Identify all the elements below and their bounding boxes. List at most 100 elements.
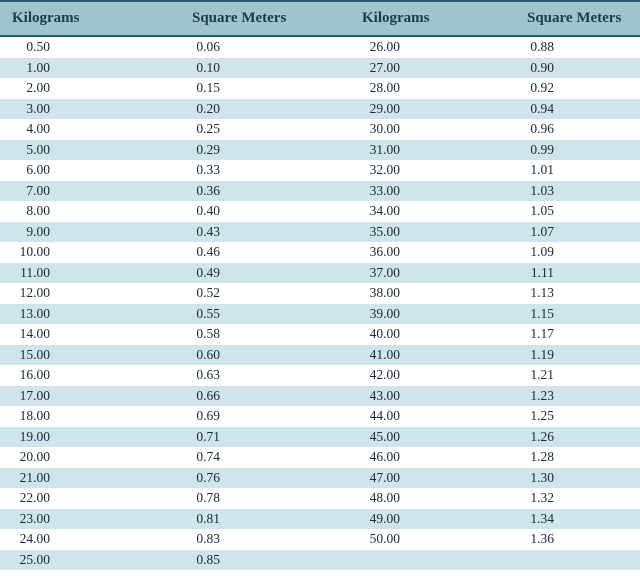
header-square-meters-1: Square Meters (180, 10, 350, 27)
table-row: 12.000.5238.001.13 (0, 283, 640, 304)
cell-square-meters-1: 0.36 (180, 183, 350, 199)
cell-square-meters-1: 0.46 (180, 244, 350, 260)
cell-square-meters-1: 0.58 (180, 326, 350, 342)
cell-square-meters-2: 1.07 (515, 224, 640, 240)
cell-square-meters-2: 1.30 (515, 470, 640, 486)
header-kilograms-2: Kilograms (350, 10, 515, 27)
cell-square-meters-1: 0.25 (180, 121, 350, 137)
cell-kilograms-1: 16.00 (0, 367, 180, 383)
cell-kilograms-1: 23.00 (0, 511, 180, 527)
cell-kilograms-2: 44.00 (350, 408, 515, 424)
cell-kilograms-2: 46.00 (350, 449, 515, 465)
cell-kilograms-1: 19.00 (0, 429, 180, 445)
cell-kilograms-2: 34.00 (350, 203, 515, 219)
cell-square-meters-1: 0.81 (180, 511, 350, 527)
table-row: 18.000.6944.001.25 (0, 406, 640, 427)
cell-kilograms-1: 20.00 (0, 449, 180, 465)
cell-kilograms-2: 36.00 (350, 244, 515, 260)
table-row: 17.000.6643.001.23 (0, 386, 640, 407)
cell-kilograms-1: 8.00 (0, 203, 180, 219)
cell-square-meters-1: 0.74 (180, 449, 350, 465)
table-row: 5.000.2931.000.99 (0, 140, 640, 161)
cell-kilograms-1: 9.00 (0, 224, 180, 240)
cell-kilograms-1: 10.00 (0, 244, 180, 260)
table-row: 4.000.2530.000.96 (0, 119, 640, 140)
cell-kilograms-1: 7.00 (0, 183, 180, 199)
cell-square-meters-1: 0.06 (180, 39, 350, 55)
cell-kilograms-1: 1.00 (0, 60, 180, 76)
cell-square-meters-2: 0.94 (515, 101, 640, 117)
cell-square-meters-2: 1.09 (515, 244, 640, 260)
cell-square-meters-1: 0.33 (180, 162, 350, 178)
cell-square-meters-2: 1.05 (515, 203, 640, 219)
table-row: 16.000.6342.001.21 (0, 365, 640, 386)
table-row: 24.000.8350.001.36 (0, 529, 640, 550)
cell-kilograms-2: 45.00 (350, 429, 515, 445)
cell-kilograms-1: 13.00 (0, 306, 180, 322)
cell-kilograms-2: 31.00 (350, 142, 515, 158)
table-row: 6.000.3332.001.01 (0, 160, 640, 181)
cell-kilograms-1: 18.00 (0, 408, 180, 424)
cell-kilograms-2: 30.00 (350, 121, 515, 137)
cell-square-meters-1: 0.43 (180, 224, 350, 240)
cell-kilograms-1: 21.00 (0, 470, 180, 486)
cell-kilograms-1: 11.00 (0, 265, 180, 281)
table-row: 0.500.0626.000.88 (0, 37, 640, 58)
table-row: 7.000.3633.001.03 (0, 181, 640, 202)
cell-square-meters-2: 1.11 (515, 265, 640, 281)
cell-square-meters-2: 1.17 (515, 326, 640, 342)
cell-kilograms-2: 37.00 (350, 265, 515, 281)
cell-square-meters-2: 1.03 (515, 183, 640, 199)
cell-square-meters-1: 0.76 (180, 470, 350, 486)
cell-kilograms-2: 28.00 (350, 80, 515, 96)
cell-square-meters-1: 0.83 (180, 531, 350, 547)
cell-square-meters-2: 1.23 (515, 388, 640, 404)
cell-square-meters-1: 0.52 (180, 285, 350, 301)
cell-kilograms-1: 5.00 (0, 142, 180, 158)
cell-square-meters-2: 0.99 (515, 142, 640, 158)
cell-square-meters-1: 0.10 (180, 60, 350, 76)
cell-square-meters-1: 0.15 (180, 80, 350, 96)
header-square-meters-2: Square Meters (515, 10, 640, 27)
conversion-table: Kilograms Square Meters Kilograms Square… (0, 0, 640, 570)
cell-square-meters-1: 0.69 (180, 408, 350, 424)
cell-kilograms-2: 33.00 (350, 183, 515, 199)
table-row: 22.000.7848.001.32 (0, 488, 640, 509)
cell-kilograms-1: 2.00 (0, 80, 180, 96)
cell-square-meters-2: 0.90 (515, 60, 640, 76)
cell-square-meters-2: 1.25 (515, 408, 640, 424)
table-row: 21.000.7647.001.30 (0, 468, 640, 489)
table-header: Kilograms Square Meters Kilograms Square… (0, 0, 640, 37)
cell-kilograms-2: 49.00 (350, 511, 515, 527)
cell-kilograms-1: 22.00 (0, 490, 180, 506)
table-row: 8.000.4034.001.05 (0, 201, 640, 222)
cell-square-meters-1: 0.49 (180, 265, 350, 281)
cell-kilograms-2: 32.00 (350, 162, 515, 178)
cell-kilograms-2: 26.00 (350, 39, 515, 55)
cell-kilograms-1: 0.50 (0, 39, 180, 55)
cell-kilograms-1: 3.00 (0, 101, 180, 117)
cell-kilograms-2: 42.00 (350, 367, 515, 383)
cell-kilograms-1: 4.00 (0, 121, 180, 137)
table-body: 0.500.0626.000.881.000.1027.000.902.000.… (0, 37, 640, 570)
cell-square-meters-1: 0.63 (180, 367, 350, 383)
cell-square-meters-1: 0.55 (180, 306, 350, 322)
cell-square-meters-1: 0.40 (180, 203, 350, 219)
cell-kilograms-2: 40.00 (350, 326, 515, 342)
cell-square-meters-2: 1.21 (515, 367, 640, 383)
table-row: 11.000.4937.001.11 (0, 263, 640, 284)
table-row: 20.000.7446.001.28 (0, 447, 640, 468)
cell-square-meters-2: 1.34 (515, 511, 640, 527)
cell-kilograms-2: 50.00 (350, 531, 515, 547)
cell-kilograms-2: 38.00 (350, 285, 515, 301)
cell-square-meters-2: 1.26 (515, 429, 640, 445)
cell-square-meters-2: 1.28 (515, 449, 640, 465)
cell-kilograms-1: 6.00 (0, 162, 180, 178)
table-row: 10.000.4636.001.09 (0, 242, 640, 263)
table-row: 15.000.6041.001.19 (0, 345, 640, 366)
cell-square-meters-1: 0.71 (180, 429, 350, 445)
cell-square-meters-1: 0.78 (180, 490, 350, 506)
cell-square-meters-2: 0.92 (515, 80, 640, 96)
cell-square-meters-1: 0.66 (180, 388, 350, 404)
table-row: 14.000.5840.001.17 (0, 324, 640, 345)
